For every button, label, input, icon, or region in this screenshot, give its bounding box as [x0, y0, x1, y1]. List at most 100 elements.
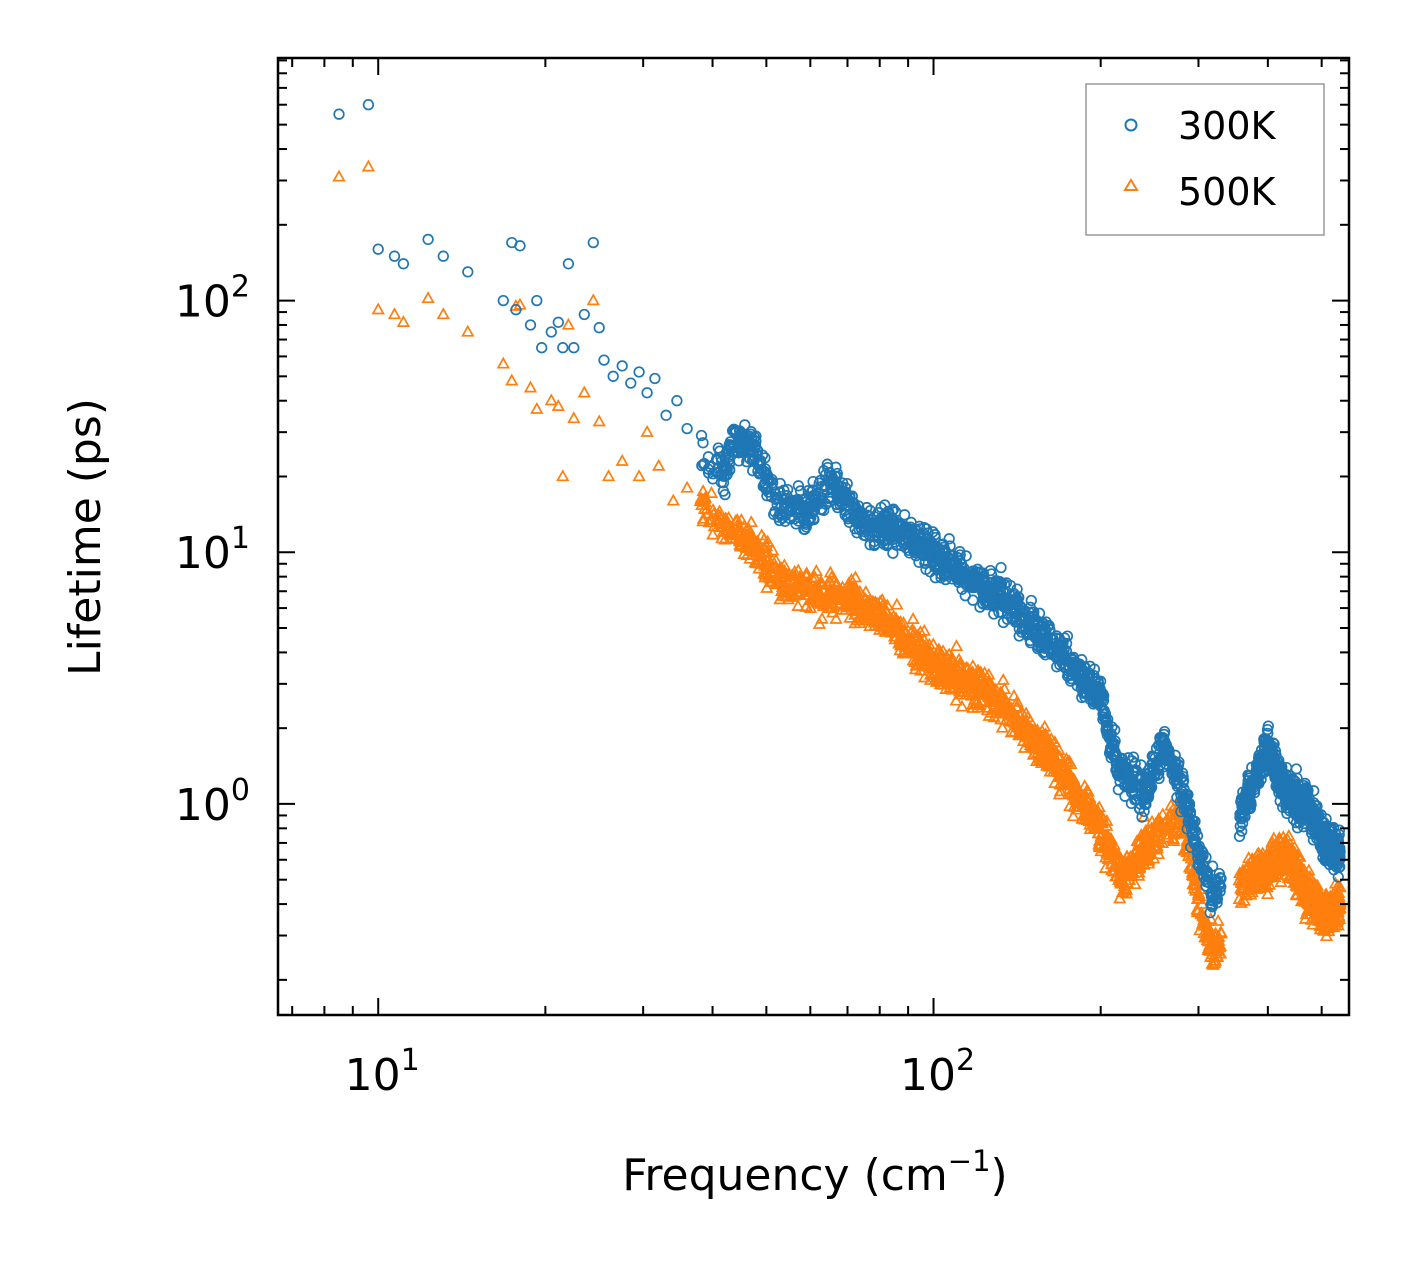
data-point [514, 240, 526, 252]
data-point [530, 401, 544, 414]
data-point [1119, 886, 1134, 899]
data-point [1064, 757, 1078, 770]
data-point [777, 563, 792, 576]
data-point [1312, 900, 1326, 913]
data-point [1181, 849, 1196, 861]
data-point [333, 108, 345, 120]
data-point [1160, 823, 1174, 836]
data-point [616, 360, 628, 372]
y-tick-label-exponent: 0 [231, 773, 250, 808]
data-point [1197, 918, 1211, 931]
data-point [984, 684, 998, 697]
data-point [913, 663, 928, 676]
data-point [838, 587, 852, 600]
data-point [782, 581, 797, 594]
data-point [1023, 738, 1038, 750]
data-point [696, 492, 710, 505]
data-point [1318, 923, 1332, 936]
data-point [1166, 832, 1181, 845]
data-point [649, 372, 661, 385]
data-point [1048, 753, 1063, 765]
data-point [1242, 851, 1256, 863]
data-point [898, 640, 912, 653]
data-point [660, 409, 672, 421]
data-point [1284, 859, 1298, 872]
data-point [1103, 847, 1118, 859]
data-point [1123, 864, 1137, 877]
data-point [1260, 887, 1275, 900]
data-point [496, 356, 510, 369]
data-point [913, 634, 927, 647]
data-point [1292, 871, 1306, 883]
data-point [817, 595, 831, 608]
y-tick-label: 101 [175, 521, 250, 579]
data-point [1036, 754, 1050, 767]
data-point [748, 555, 762, 568]
data-point [598, 354, 610, 366]
data-point [421, 291, 435, 304]
data-point [361, 159, 376, 172]
data-point [754, 528, 769, 541]
data-point [1098, 861, 1113, 873]
data-point [371, 302, 385, 315]
data-point [372, 243, 384, 255]
data-point [1041, 750, 1055, 763]
data-point [1017, 722, 1032, 735]
data-point [732, 520, 747, 532]
data-point [987, 686, 1001, 699]
data-point [593, 322, 605, 334]
data-point [718, 511, 733, 524]
data-point [815, 611, 829, 624]
data-point [1086, 799, 1100, 812]
data-point [1088, 821, 1103, 834]
data-point [721, 462, 733, 474]
data-point [422, 233, 434, 246]
data-point [1203, 925, 1217, 938]
data-point [1316, 901, 1330, 914]
data-point [1282, 828, 1296, 841]
data-point [1211, 913, 1225, 926]
data-point [1243, 876, 1257, 889]
data-point [955, 699, 969, 712]
data-point [697, 437, 709, 449]
data-point [1298, 911, 1313, 924]
data-point [1007, 688, 1021, 701]
data-point [1122, 855, 1136, 868]
data-point [868, 595, 883, 608]
data-point [768, 559, 783, 572]
data-point [1273, 845, 1287, 858]
x-axis-label-end: ) [991, 1150, 1008, 1201]
data-point [976, 674, 990, 687]
data-point [1318, 915, 1332, 928]
data-point [1128, 877, 1142, 890]
data-point [640, 424, 654, 437]
data-point [935, 659, 949, 672]
data-point [461, 324, 475, 337]
data-point [1234, 868, 1249, 881]
data-point [949, 659, 964, 672]
data-point [807, 475, 819, 488]
data-point [829, 611, 843, 624]
data-point [1147, 829, 1161, 841]
data-point [1133, 844, 1147, 857]
data-point [741, 538, 755, 551]
data-point [1132, 865, 1146, 878]
data-point [1272, 831, 1286, 843]
data-point [1288, 851, 1302, 864]
data-point [890, 614, 904, 627]
data-point [1108, 858, 1123, 871]
x-axis-label-main: Frequency (cm [622, 1150, 948, 1201]
data-point [1005, 724, 1019, 737]
data-point [959, 590, 971, 602]
data-point [388, 250, 401, 262]
data-point [1035, 724, 1049, 736]
data-point [1025, 594, 1037, 607]
data-point [869, 604, 884, 617]
data-point [1150, 839, 1164, 851]
data-point [1074, 796, 1088, 809]
data-point [712, 442, 724, 454]
data-point [1159, 830, 1174, 843]
data-point [1010, 712, 1024, 725]
data-point [1024, 721, 1039, 734]
